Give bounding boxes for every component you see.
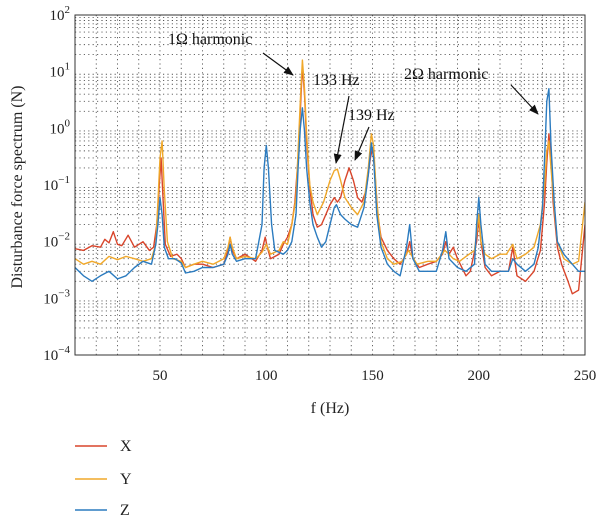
series-line-z (75, 88, 585, 282)
two-omega-arrow (510, 84, 539, 115)
f139-arrow (354, 126, 370, 161)
f133-arrow (333, 95, 350, 164)
one-omega-label: 1Ω harmonic (168, 31, 252, 48)
y-tick-labels: 10−4 10−3 10−2 10−1 100 101 102 (43, 4, 70, 364)
y-tick-label: 102 (50, 4, 71, 24)
x-tick-label: 50 (153, 368, 168, 384)
plot-area (75, 15, 585, 355)
y-tick-label: 101 (50, 61, 71, 81)
series-layer (75, 59, 585, 295)
legend: X Y Z (75, 438, 132, 519)
legend-label-z: Z (120, 502, 130, 519)
f133-label: 133 Hz (313, 72, 360, 89)
plot-frame (74, 14, 586, 356)
x-tick-label: 200 (468, 368, 491, 384)
y-axis-title: Disturbance force spectrum (N) (9, 85, 26, 288)
x-tick-label: 150 (361, 368, 384, 384)
x-axis-title: f (Hz) (311, 400, 350, 417)
one-omega-arrow (262, 52, 294, 76)
y-tick-label: 100 (50, 117, 71, 137)
y-tick-label: 10−1 (43, 174, 70, 194)
y-tick-label: 10−2 (43, 231, 70, 251)
x-tick-label: 250 (574, 368, 597, 384)
series-line-y (75, 59, 585, 269)
annotations: 1Ω harmonic 133 Hz 139 Hz 2Ω harmonic (168, 31, 539, 164)
y-tick-label: 10−4 (43, 344, 70, 364)
y-tick-label: 10−3 (43, 287, 70, 307)
legend-label-x: X (120, 438, 132, 455)
series-line-x (75, 64, 585, 295)
x-tick-label: 100 (255, 368, 278, 384)
x-tick-labels: 50 100 150 200 250 (153, 368, 597, 384)
legend-label-y: Y (120, 471, 132, 488)
two-omega-label: 2Ω harmonic (404, 66, 488, 83)
f139-label: 139 Hz (348, 107, 395, 124)
